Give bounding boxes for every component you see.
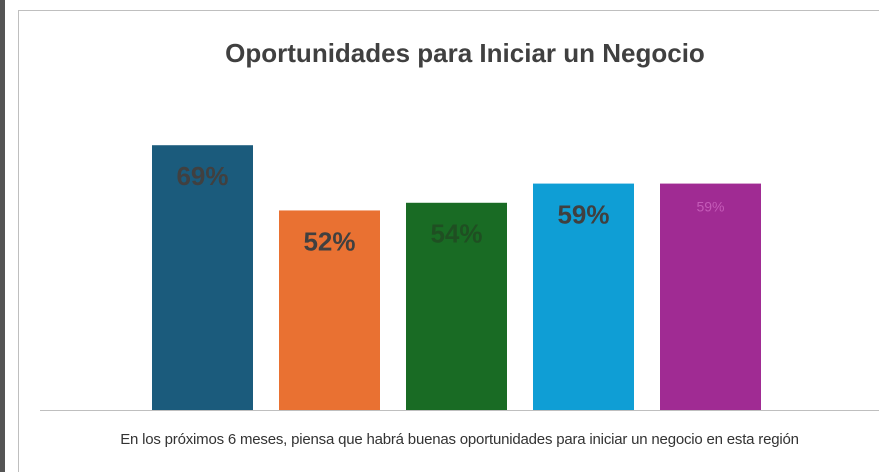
data-label: 59%	[696, 198, 724, 214]
data-label: 69%	[176, 161, 228, 191]
x-axis-category-label: En los próximos 6 meses, piensa que habr…	[120, 431, 799, 448]
bar	[279, 210, 380, 410]
data-label: 52%	[303, 226, 355, 256]
bar	[533, 183, 634, 410]
bar	[152, 145, 253, 410]
bar	[406, 202, 507, 410]
left-edge	[0, 0, 5, 472]
data-label: 54%	[430, 219, 482, 249]
chart-title: Oportunidades para Iniciar un Negocio	[225, 38, 705, 68]
data-label: 59%	[557, 199, 609, 229]
bar	[660, 183, 761, 410]
